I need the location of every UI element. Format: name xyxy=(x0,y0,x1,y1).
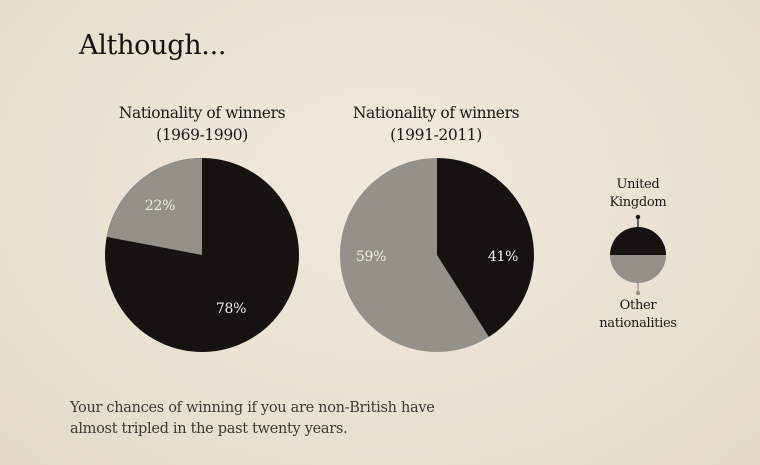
chart-title-1969-1990: Nationality of winners (1969-1990) xyxy=(82,102,322,146)
pie-slice-uk xyxy=(437,158,534,337)
legend-key xyxy=(610,214,666,296)
pie-chart-1969-1990: 22% 78% xyxy=(105,158,299,352)
chart-title-line1: Nationality of winners xyxy=(118,104,286,122)
slice-label-uk: 41% xyxy=(488,249,518,265)
caption: Your chances of winning if you are non-B… xyxy=(70,398,435,440)
chart-title-line1: Nationality of winners xyxy=(352,104,520,122)
legend-half-uk xyxy=(610,227,666,255)
chart-title-line2: (1969-1990) xyxy=(156,126,248,144)
pie-chart-1991-2011: 59% 41% xyxy=(340,158,534,352)
slice-label-uk: 78% xyxy=(216,301,246,317)
legend-label-uk: United Kingdom xyxy=(578,176,698,212)
legend-label-uk-line1: United xyxy=(616,177,660,192)
legend-dot-other xyxy=(635,290,641,296)
legend-label-other-line1: Other xyxy=(619,298,657,313)
pie-slice-other xyxy=(106,158,202,255)
legend-half-other xyxy=(610,255,666,283)
page-title: Although... xyxy=(79,30,227,61)
legend-label-other: Other nationalities xyxy=(578,297,698,333)
caption-line2: almost tripled in the past twenty years. xyxy=(70,421,348,437)
slice-label-other: 22% xyxy=(145,198,175,214)
slice-label-other: 59% xyxy=(356,249,386,265)
legend-label-uk-line2: Kingdom xyxy=(609,195,667,210)
legend-dot-uk xyxy=(635,214,641,220)
chart-title-line2: (1991-2011) xyxy=(390,126,482,144)
legend-label-other-line2: nationalities xyxy=(599,316,677,331)
caption-line1: Your chances of winning if you are non-B… xyxy=(70,400,435,416)
chart-title-1991-2011: Nationality of winners (1991-2011) xyxy=(316,102,556,146)
